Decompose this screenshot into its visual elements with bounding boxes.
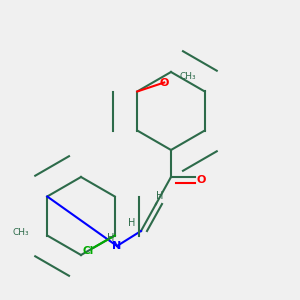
Text: CH₃: CH₃ xyxy=(13,228,29,237)
Text: O: O xyxy=(196,175,206,185)
Text: N: N xyxy=(112,241,122,251)
Text: Cl: Cl xyxy=(82,245,93,256)
Text: O: O xyxy=(160,77,169,88)
Text: H: H xyxy=(156,191,164,201)
Text: H: H xyxy=(106,233,114,243)
Text: H: H xyxy=(128,218,135,228)
Text: CH₃: CH₃ xyxy=(179,72,196,81)
